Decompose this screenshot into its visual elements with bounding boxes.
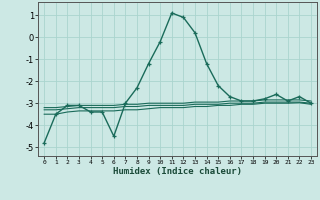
X-axis label: Humidex (Indice chaleur): Humidex (Indice chaleur) — [113, 167, 242, 176]
